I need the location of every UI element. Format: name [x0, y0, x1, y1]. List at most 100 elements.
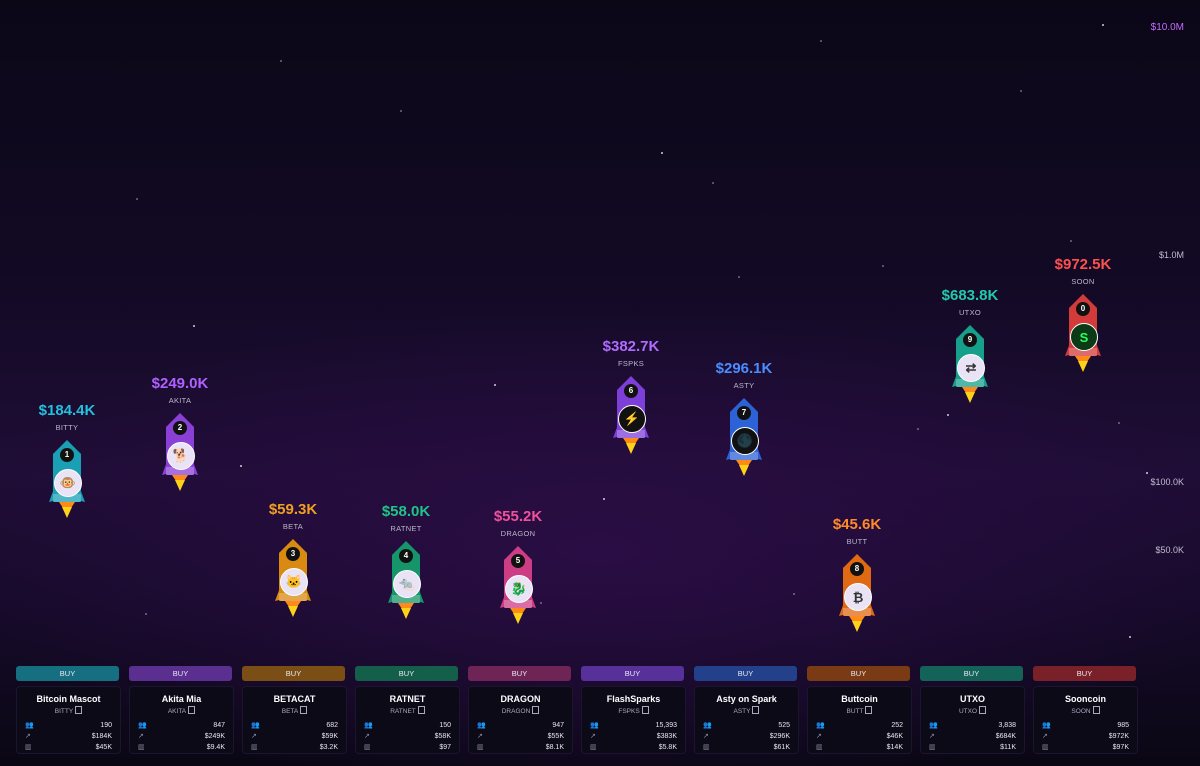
token-logo-icon: 🐵: [54, 469, 82, 497]
rocket-rank: 7: [737, 406, 751, 420]
card-volume: $97: [439, 744, 451, 751]
rocket-market-cap: $184.4K: [38, 402, 96, 419]
token-rocket-asty[interactable]: $296.1K ASTY 7 🌑: [689, 360, 799, 478]
axis-label-100k: $100.0K: [1150, 477, 1184, 487]
rocket-icon: 2 🐕: [160, 413, 200, 493]
card-market-cap: $55K: [547, 733, 564, 740]
token-card-bitty[interactable]: Bitcoin Mascot BITTY 👥 190 ↗ $184K ▥ $45K: [16, 686, 121, 754]
buy-button[interactable]: BUY: [129, 666, 232, 681]
volume-icon: ▥: [816, 744, 823, 751]
axis-label-1m: $1.0M: [1158, 250, 1184, 260]
token-ticker: SOON: [1071, 708, 1091, 715]
token-card-soon[interactable]: Sooncoin SOON 👥 985 ↗ $972K ▥ $97K: [1033, 686, 1138, 754]
token-rocket-butt[interactable]: $45.6K BUTT 8 ₿: [802, 516, 912, 634]
token-name: UTXO: [959, 694, 985, 704]
token-card-butt[interactable]: Buttcoin BUTT 👥 252 ↗ $46K ▥ $14K: [807, 686, 912, 754]
token-card-utxo[interactable]: UTXO UTXO 👥 3,838 ↗ $684K ▥ $11K: [920, 686, 1025, 754]
rocket-ticker: RATNET: [390, 524, 422, 533]
rocket-rank: 6: [624, 384, 638, 398]
rocket-icon: 5 🐉: [498, 546, 538, 626]
token-card-fspks[interactable]: FlashSparks FSPKS 👥 15,393 ↗ $383K ▥ $5.8K: [581, 686, 686, 754]
token-ticker: FSPKS: [618, 708, 640, 715]
holders-icon: 👥: [364, 722, 373, 729]
token-rocket-utxo[interactable]: $683.8K UTXO 9 ⇄: [915, 287, 1025, 405]
token-name: FlashSparks: [606, 694, 661, 704]
token-card-beta[interactable]: BETACAT BETA 👥 682 ↗ $59K ▥ $3.2K: [242, 686, 347, 754]
document-icon[interactable]: [1092, 706, 1100, 714]
token-card-dragon[interactable]: DRAGON DRAGON 👥 947 ↗ $55K ▥ $8.1K: [468, 686, 573, 754]
token-rocket-ratnet[interactable]: $58.0K RATNET 4 🐀: [351, 503, 461, 621]
card-market-cap: $684K: [995, 733, 1016, 740]
card-market-cap: $972K: [1108, 733, 1129, 740]
token-name: RATNET: [389, 694, 426, 704]
holders-icon: 👥: [477, 722, 486, 729]
rocket-rank: 9: [963, 333, 977, 347]
token-ticker: BETA: [281, 708, 299, 715]
token-rocket-fspks[interactable]: $382.7K FSPKS 6 ⚡: [576, 338, 686, 456]
token-card-ratnet[interactable]: RATNET RATNET 👥 150 ↗ $58K ▥ $97: [355, 686, 460, 754]
token-ticker: ASTY: [733, 708, 751, 715]
card-market-cap: $249K: [204, 733, 225, 740]
card-volume: $14K: [886, 744, 903, 751]
holders-icon: 👥: [590, 722, 599, 729]
buy-button[interactable]: BUY: [355, 666, 458, 681]
token-logo-icon: S: [1070, 323, 1098, 351]
rocket-icon: 9 ⇄: [950, 325, 990, 405]
rocket-rank: 5: [511, 554, 525, 568]
rocket-rank: 3: [286, 547, 300, 561]
token-logo-icon: ⇄: [957, 354, 985, 382]
rocket-icon: 3 🐱: [273, 539, 313, 619]
rocket-market-cap: $382.7K: [602, 338, 660, 355]
document-icon[interactable]: [300, 706, 308, 714]
token-logo-icon: ₿: [844, 583, 872, 611]
buy-button[interactable]: BUY: [920, 666, 1023, 681]
rocket-market-cap: $683.8K: [941, 287, 999, 304]
rocket-rank: 1: [60, 448, 74, 462]
rocket-ticker: BETA: [282, 522, 304, 531]
rocket-rank: 2: [173, 421, 187, 435]
document-icon[interactable]: [188, 706, 196, 714]
document-icon[interactable]: [417, 706, 425, 714]
volume-icon: ▥: [25, 744, 32, 751]
token-logo-icon: 🐉: [505, 575, 533, 603]
document-icon[interactable]: [75, 706, 83, 714]
token-rocket-beta[interactable]: $59.3K BETA 3 🐱: [238, 501, 348, 619]
document-icon[interactable]: [979, 706, 987, 714]
rocket-ticker: BITTY: [55, 423, 79, 432]
volume-icon: ▥: [703, 744, 710, 751]
document-icon[interactable]: [752, 706, 760, 714]
buy-button[interactable]: BUY: [807, 666, 910, 681]
document-icon[interactable]: [865, 706, 873, 714]
document-icon[interactable]: [532, 706, 540, 714]
buy-button[interactable]: BUY: [468, 666, 571, 681]
token-logo-icon: 🐱: [280, 568, 308, 596]
token-rocket-bitty[interactable]: $184.4K BITTY 1 🐵: [12, 402, 122, 520]
card-market-cap: $383K: [656, 733, 677, 740]
buy-button[interactable]: BUY: [581, 666, 684, 681]
holders-count: 3,838: [998, 722, 1016, 729]
token-rocket-soon[interactable]: $972.5K SOON 0 S: [1028, 256, 1138, 374]
volume-icon: ▥: [1042, 744, 1049, 751]
volume-icon: ▥: [138, 744, 145, 751]
buy-button[interactable]: BUY: [694, 666, 797, 681]
buy-button[interactable]: BUY: [16, 666, 119, 681]
volume-icon: ▥: [929, 744, 936, 751]
volume-icon: ▥: [477, 744, 484, 751]
volume-icon: ▥: [251, 744, 258, 751]
trend-icon: ↗: [364, 733, 370, 740]
token-card-asty[interactable]: Asty on Spark ASTY 👥 525 ↗ $296K ▥ $61K: [694, 686, 799, 754]
token-card-akita[interactable]: Akita Mia AKITA 👥 847 ↗ $249K ▥ $9.4K: [129, 686, 234, 754]
token-rocket-dragon[interactable]: $55.2K DRAGON 5 🐉: [463, 508, 573, 626]
document-icon[interactable]: [641, 706, 649, 714]
holders-count: 947: [552, 722, 564, 729]
trend-icon: ↗: [816, 733, 822, 740]
rocket-rank: 0: [1076, 302, 1090, 316]
buy-button[interactable]: BUY: [1033, 666, 1136, 681]
rocket-market-cap: $59.3K: [268, 501, 318, 518]
buy-button[interactable]: BUY: [242, 666, 345, 681]
rocket-icon: 1 🐵: [47, 440, 87, 520]
trend-icon: ↗: [590, 733, 596, 740]
holders-icon: 👥: [1042, 722, 1051, 729]
token-rocket-akita[interactable]: $249.0K AKITA 2 🐕: [125, 375, 235, 493]
card-volume: $8.1K: [545, 744, 564, 751]
